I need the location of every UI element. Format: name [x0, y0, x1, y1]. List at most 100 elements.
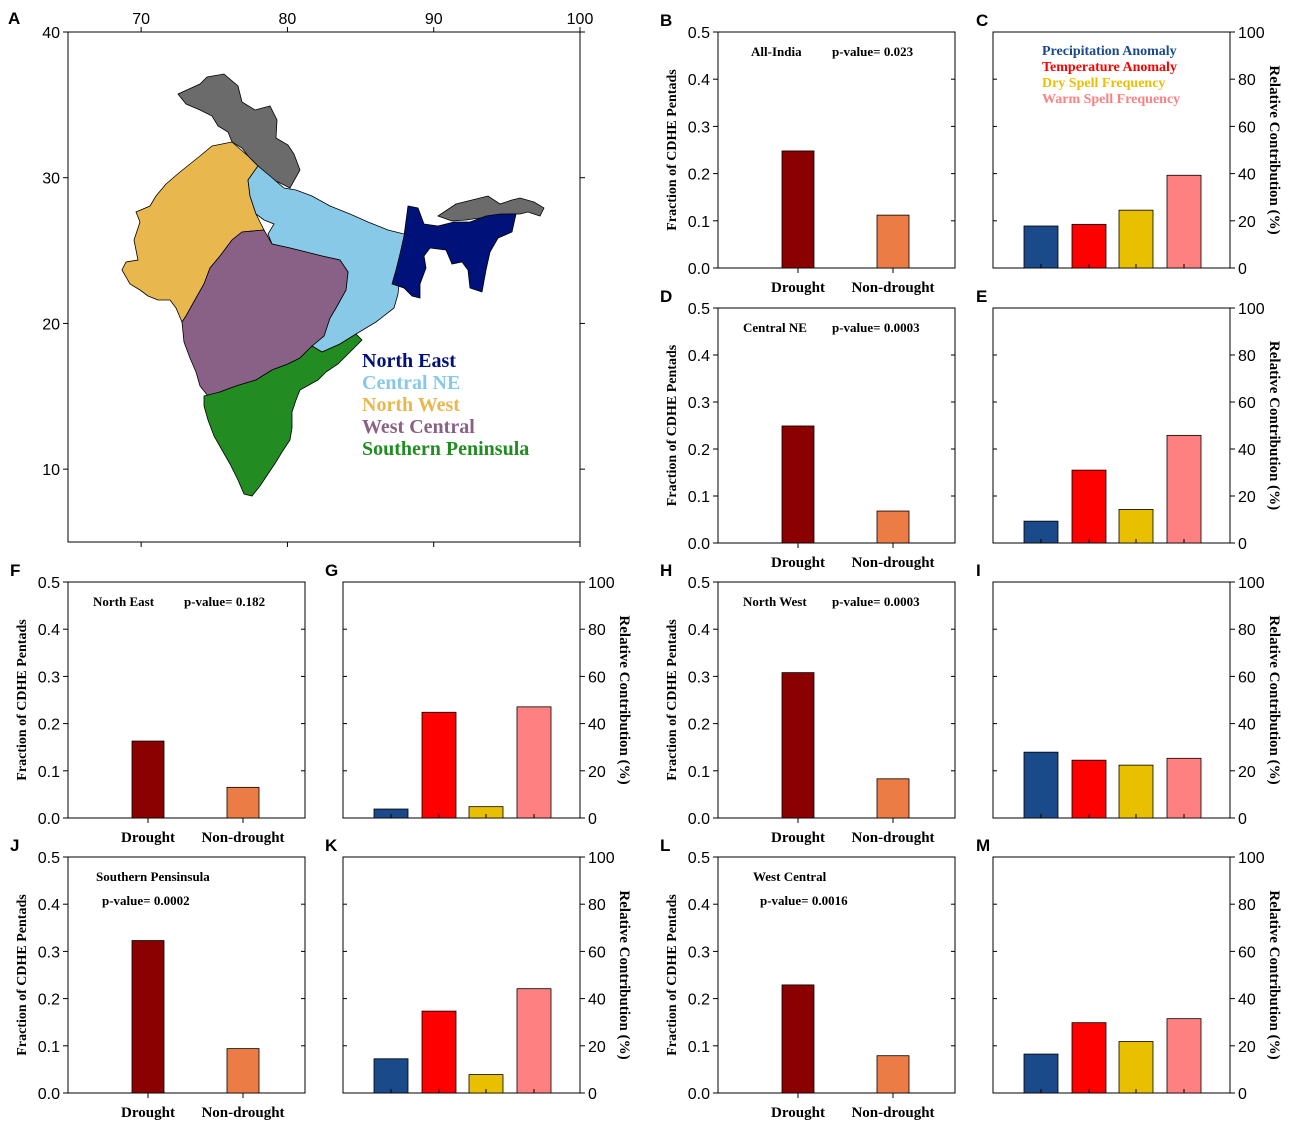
y-tick-label: 0.2 — [688, 992, 710, 1009]
plot-frame — [717, 307, 956, 544]
panel-letter: K — [325, 836, 338, 855]
y-tick-label: 0.3 — [688, 119, 710, 136]
y-tick-label: 0.5 — [38, 850, 60, 867]
y-tick-label: 0.1 — [38, 1039, 60, 1056]
bar-temperature-anomaly — [1071, 759, 1107, 819]
p-value-label: p-value= 0.0002 — [102, 893, 190, 908]
x-tick-label: Non-drought — [201, 1105, 284, 1121]
panel-letter: G — [325, 561, 338, 580]
y-tick-label: 0.5 — [688, 575, 710, 592]
y-tick-label: 0.5 — [688, 301, 710, 318]
y-tick-label: 0.4 — [688, 72, 710, 89]
x-tick-label: Drought — [771, 1105, 825, 1121]
bar-temperature-anomaly — [421, 1010, 457, 1094]
x-tick-label: Non-drought — [851, 555, 934, 571]
bar-drought — [781, 425, 815, 544]
bar-panels: B 0.0 0.1 0.2 0.3 0.4 0.5 Fraction of CDHE Pent… — [10, 11, 1282, 1121]
bar-non-drought — [876, 778, 910, 819]
panel-letter: F — [10, 561, 20, 580]
p-value-label: p-value= 0.0003 — [832, 320, 920, 335]
y-axis-label: Fraction of CDHE Pentads — [665, 344, 680, 506]
x-tick-label: Non-drought — [851, 1105, 934, 1121]
bar-drought — [781, 150, 815, 269]
p-value-label: p-value= 0.182 — [184, 594, 265, 609]
bar-dry-spell-frequency — [1118, 209, 1154, 269]
panel-i: I 0 20 40 60 80 100 Relative Contribution (%) — [976, 561, 1282, 828]
y-tick-label: 40 — [1238, 442, 1256, 459]
plot-frame — [342, 856, 581, 1094]
unassigned-region-north — [177, 73, 301, 189]
bar-warm-spell-frequency — [1166, 1018, 1202, 1094]
y-tick-label: 80 — [588, 897, 606, 914]
y-tick-label: 0 — [588, 811, 597, 828]
bar-non-drought — [876, 214, 910, 269]
y-tick-label: 0.5 — [688, 25, 710, 42]
y-axis-label: Relative Contribution (%) — [616, 615, 632, 784]
panel-letter: I — [976, 561, 981, 580]
y-tick-label: 100 — [1238, 575, 1265, 592]
p-value-label: p-value= 0.0016 — [760, 893, 848, 908]
bar-drought — [131, 740, 165, 819]
y-tick-label: 0.1 — [688, 1039, 710, 1056]
bar-dry-spell-frequency — [1118, 1041, 1154, 1094]
region-label: Southern Pensinsula — [96, 869, 210, 884]
map-lon-tick-label: 100 — [567, 11, 594, 28]
bar-temperature-anomaly — [1071, 469, 1107, 544]
y-tick-label: 80 — [1238, 897, 1256, 914]
y-tick-label: 20 — [1238, 214, 1256, 231]
panel-letter: E — [976, 287, 987, 306]
x-tick-label: Drought — [771, 830, 825, 846]
y-tick-label: 80 — [588, 622, 606, 639]
panel-letter: J — [10, 836, 19, 855]
map-lon-tick-label: 80 — [279, 11, 297, 28]
y-tick-label: 60 — [588, 944, 606, 961]
plot-frame — [992, 31, 1231, 269]
contribution-legend-entry: Warm Spell Frequency — [1042, 92, 1180, 107]
y-axis-label: Fraction of CDHE Pentads — [665, 894, 680, 1056]
y-tick-label: 100 — [1238, 301, 1265, 318]
x-tick-label: Non-drought — [851, 280, 934, 296]
y-tick-label: 0.5 — [688, 850, 710, 867]
y-tick-label: 0.2 — [688, 167, 710, 184]
map-lat-tick-label: 40 — [42, 25, 60, 42]
y-tick-label: 0.1 — [688, 214, 710, 231]
bar-non-drought — [876, 510, 910, 544]
y-tick-label: 0 — [1238, 811, 1247, 828]
y-tick-label: 40 — [588, 717, 606, 734]
panel-letter: B — [660, 11, 672, 30]
map-lat-tick-label: 20 — [42, 316, 60, 333]
panel-l: L 0.0 0.1 0.2 0.3 0.4 0.5 Fraction of CDHE Pent… — [660, 836, 956, 1121]
y-tick-label: 0.3 — [688, 669, 710, 686]
map-legend-entry: North West — [362, 394, 460, 416]
bar-warm-spell-frequency — [516, 706, 552, 819]
y-tick-label: 0.5 — [38, 575, 60, 592]
y-axis-label: Fraction of CDHE Pentads — [665, 69, 680, 231]
map-legend-entry: North East — [362, 350, 456, 372]
y-tick-label: 40 — [588, 992, 606, 1009]
plot-frame — [67, 856, 306, 1094]
y-tick-label: 20 — [1238, 489, 1256, 506]
y-axis-label: Relative Contribution (%) — [1266, 615, 1282, 784]
y-tick-label: 40 — [1238, 992, 1256, 1009]
y-axis-label: Fraction of CDHE Pentads — [665, 619, 680, 781]
map-lon-tick-label: 70 — [132, 11, 150, 28]
panel-f: F 0.0 0.1 0.2 0.3 0.4 0.5 Fraction of CDHE Pent… — [10, 561, 306, 846]
contribution-legend-entry: Temperature Anomaly — [1042, 60, 1177, 75]
x-tick-label: Drought — [771, 555, 825, 571]
panel-letter-a: A — [8, 9, 20, 28]
y-tick-label: 60 — [1238, 944, 1256, 961]
plot-frame — [342, 581, 581, 819]
y-axis-label: Relative Contribution (%) — [616, 890, 632, 1059]
y-tick-label: 0.2 — [688, 442, 710, 459]
y-tick-label: 0.4 — [38, 897, 60, 914]
panel-j: J 0.0 0.1 0.2 0.3 0.4 0.5 Fraction of CDHE Pent… — [10, 836, 306, 1121]
y-tick-label: 0 — [1238, 261, 1247, 278]
p-value-label: p-value= 0.023 — [832, 44, 914, 59]
plot-frame — [717, 856, 956, 1094]
y-tick-label: 0.3 — [688, 395, 710, 412]
y-tick-label: 20 — [588, 764, 606, 781]
y-tick-label: 0.3 — [688, 944, 710, 961]
map-lon-tick-label: 90 — [425, 11, 443, 28]
